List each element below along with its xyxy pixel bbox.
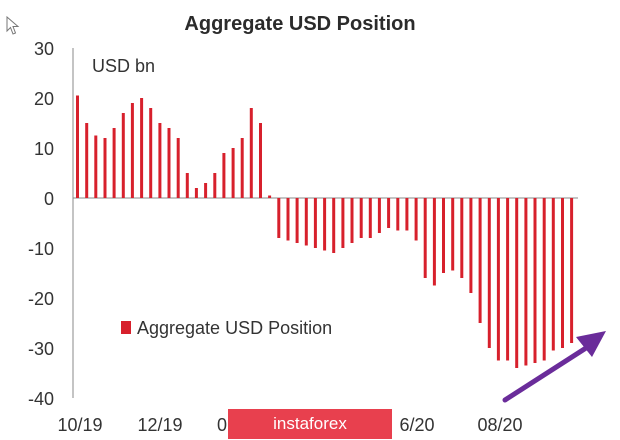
bar [442, 198, 445, 273]
x-tick-label: 12/19 [137, 415, 182, 435]
bar [204, 183, 208, 198]
x-tick-label: 10/19 [57, 415, 102, 435]
bar [368, 198, 372, 238]
x-tick-label: 08/20 [477, 415, 522, 435]
bar-series [76, 95, 574, 368]
bar [332, 198, 336, 253]
bar [240, 138, 244, 198]
bar [103, 138, 107, 198]
bar [506, 198, 510, 361]
mouse-cursor-icon [6, 16, 20, 35]
bar [149, 108, 153, 198]
bar [423, 198, 427, 278]
bar [231, 148, 235, 198]
bar [570, 198, 574, 343]
bar [414, 198, 418, 241]
bar [396, 198, 400, 231]
bar [121, 113, 125, 198]
y-tick-label: 20 [34, 89, 54, 109]
bar [76, 95, 79, 198]
bar [194, 188, 198, 198]
x-tick-label: 0 [217, 415, 227, 435]
y-tick-label: -20 [28, 289, 54, 309]
bar [185, 173, 189, 198]
bar [213, 173, 217, 198]
bar [158, 123, 162, 198]
bar [460, 198, 464, 278]
bar [542, 198, 546, 361]
y-axis-unit-label: USD bn [92, 56, 155, 76]
bar [249, 108, 253, 198]
bar [359, 198, 363, 238]
legend-label: Aggregate USD Position [137, 318, 332, 338]
bar [432, 198, 436, 286]
chart-title: Aggregate USD Position [184, 13, 415, 35]
bar [313, 198, 317, 248]
bar [222, 153, 226, 198]
trend-arrow-icon [502, 331, 606, 403]
y-tick-label: -40 [28, 389, 54, 409]
y-tick-label: -30 [28, 339, 54, 359]
bar [85, 123, 89, 198]
bar [350, 198, 354, 243]
bar [286, 198, 290, 241]
x-tick-labels: 10/19 12/19 0 6/20 08/20 [57, 415, 522, 435]
bar [561, 198, 564, 348]
bar [551, 198, 555, 351]
bar [387, 198, 391, 228]
bar [176, 138, 180, 198]
bar [268, 195, 272, 198]
bar [405, 198, 409, 231]
bar [515, 198, 519, 368]
y-tick-label: 0 [44, 189, 54, 209]
y-tick-labels: 30 20 10 0 -10 -20 -30 -40 [28, 39, 54, 409]
legend: Aggregate USD Position [121, 318, 332, 338]
y-tick-label: 30 [34, 39, 54, 59]
x-tick-label: 6/20 [399, 415, 434, 435]
legend-swatch [121, 321, 131, 334]
bar [341, 198, 345, 248]
bar [140, 98, 144, 198]
bar [377, 198, 381, 233]
bar [167, 128, 171, 198]
bar [295, 198, 299, 243]
bar [94, 135, 98, 198]
bar [112, 128, 116, 198]
bar [130, 103, 134, 198]
y-tick-label: 10 [34, 139, 54, 159]
y-tick-label: -10 [28, 239, 54, 259]
bar [304, 198, 308, 246]
bar [533, 198, 537, 363]
bar [259, 123, 262, 198]
bar [277, 198, 281, 238]
watermark-logo: instaforex [228, 409, 392, 439]
bar [469, 198, 473, 293]
bar [323, 198, 327, 251]
bar [478, 198, 482, 323]
bar [496, 198, 500, 361]
bar [451, 198, 455, 271]
bar [524, 198, 528, 366]
bar [487, 198, 491, 348]
